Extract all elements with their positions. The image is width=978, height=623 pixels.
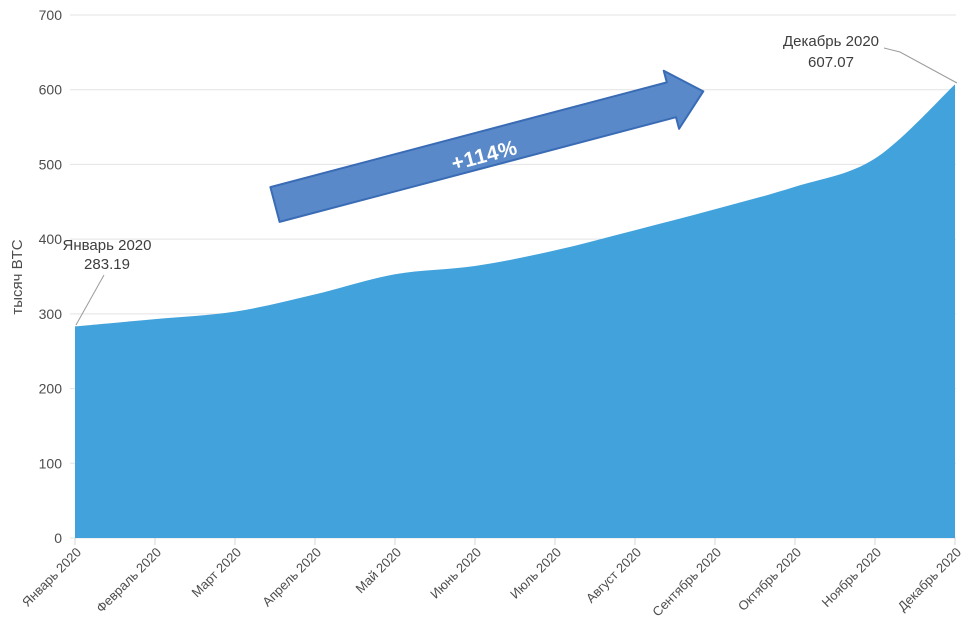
trend-arrow-shape	[269, 69, 705, 223]
x-axis-label: Январь 2020	[19, 545, 84, 610]
y-axis-tick-label: 500	[39, 156, 63, 172]
leader-line-december	[883, 47, 958, 84]
y-axis-tick-label: 100	[39, 455, 63, 471]
annotation-december-value: 607.07	[808, 54, 854, 71]
y-axis-tick-label: 400	[39, 231, 63, 247]
y-axis-tick-labels: 0 100 200 300 400 500 600 700	[39, 7, 63, 546]
y-axis-title: тысяч BTC	[9, 239, 26, 314]
y-axis-tick-label: 300	[39, 306, 63, 322]
leader-line-january	[75, 274, 105, 326]
x-axis-label: Июль 2020	[507, 545, 564, 602]
annotation-december-title: Декабрь 2020	[783, 33, 879, 50]
x-axis-label: Сентябрь 2020	[649, 545, 724, 620]
trend-arrow: +114%	[269, 69, 705, 223]
x-axis-label: Февраль 2020	[93, 545, 164, 616]
x-axis-label: Август 2020	[583, 545, 644, 606]
y-axis-tick-label: 200	[39, 381, 63, 397]
x-axis-label: Июнь 2020	[427, 545, 484, 602]
x-axis-label: Ноябрь 2020	[819, 545, 885, 611]
x-axis-labels: Январь 2020 Февраль 2020 Март 2020 Апрель 2…	[19, 545, 964, 620]
x-axis-label: Апрель 2020	[259, 545, 324, 610]
area-series	[75, 84, 955, 539]
y-axis-tick-label: 700	[39, 7, 63, 23]
x-axis-label: Март 2020	[189, 545, 245, 601]
x-axis-label: Декабрь 2020	[895, 545, 964, 614]
x-axis-ticks	[74, 538, 956, 545]
y-axis-tick-label: 0	[54, 530, 62, 546]
y-axis-tick-label: 600	[39, 82, 63, 98]
annotation-january-title: Январь 2020	[63, 237, 152, 254]
x-axis-label: Октябрь 2020	[735, 545, 804, 614]
x-axis-label: Май 2020	[353, 545, 405, 597]
annotation-january-value: 283.19	[84, 256, 130, 273]
